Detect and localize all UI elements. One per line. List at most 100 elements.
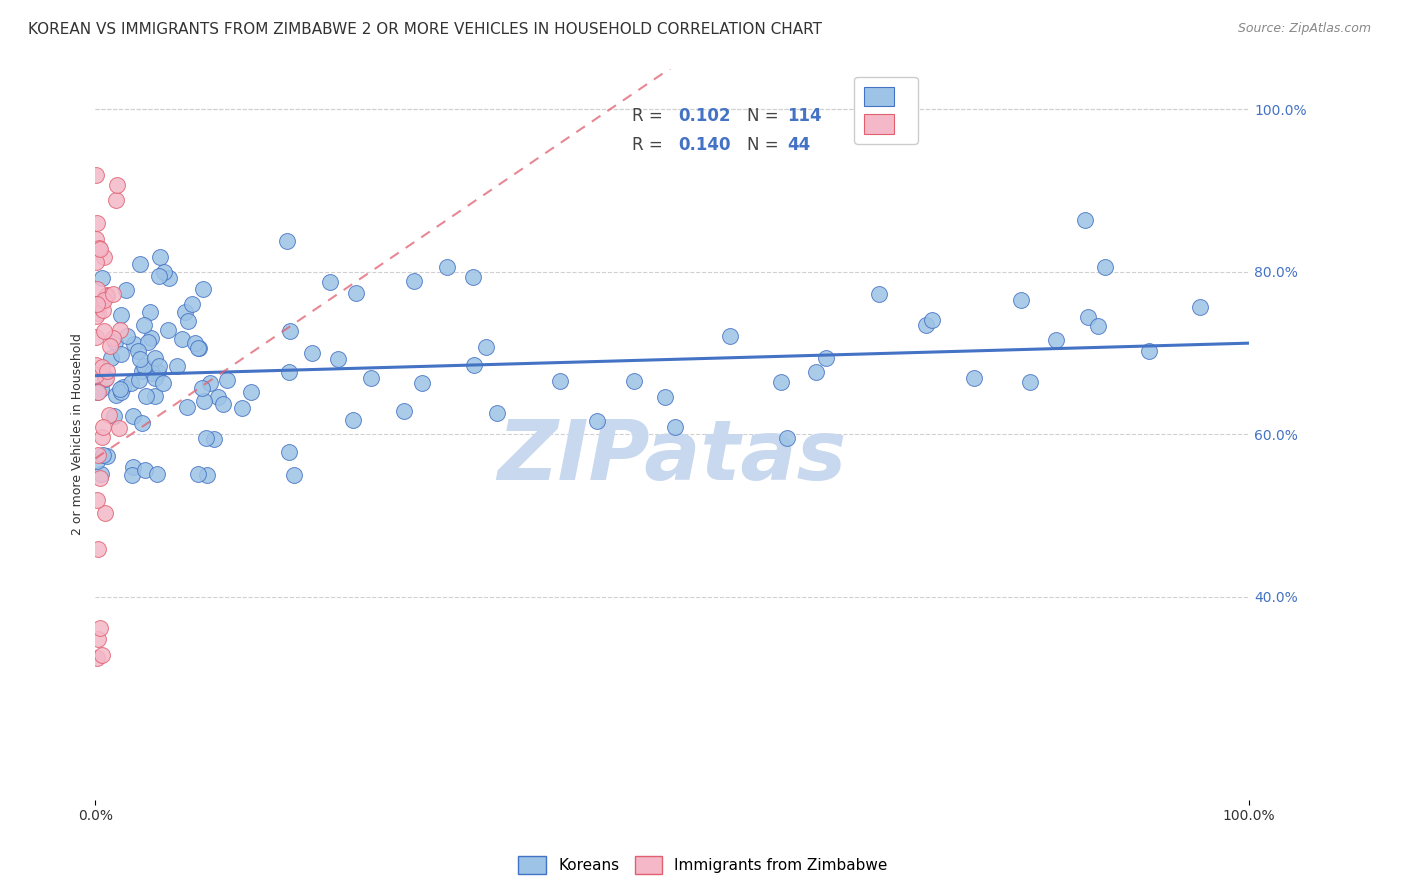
Point: [84, 309, 107, 323]
Point: [1137, 343, 1160, 358]
Text: R =: R =: [631, 107, 668, 125]
Point: [231, 401, 253, 415]
Point: [84, 330, 107, 344]
Point: [134, 463, 156, 477]
Point: [436, 260, 458, 274]
Point: [153, 265, 176, 279]
Point: [91, 449, 114, 463]
Point: [1094, 260, 1116, 274]
Point: [1077, 310, 1099, 324]
Point: [86, 493, 108, 508]
Point: [94, 506, 117, 520]
Point: [1087, 318, 1109, 333]
Point: [319, 276, 342, 290]
Point: [776, 431, 799, 445]
Point: [212, 397, 235, 411]
Point: [131, 417, 153, 431]
Point: [86, 296, 108, 310]
Text: R =: R =: [631, 136, 668, 154]
Point: [176, 400, 198, 414]
Point: [93, 293, 115, 307]
Point: [145, 371, 167, 385]
Point: [486, 406, 509, 420]
Point: [91, 302, 114, 317]
Point: [101, 330, 124, 344]
Point: [90, 430, 112, 444]
Point: [1010, 293, 1032, 308]
Point: [94, 371, 117, 385]
Point: [814, 351, 837, 366]
Point: [276, 234, 298, 248]
Point: [1045, 333, 1067, 347]
Point: [96, 288, 118, 302]
Point: [148, 268, 170, 283]
Point: [115, 329, 138, 343]
Text: N =: N =: [747, 107, 785, 125]
Point: [215, 373, 238, 387]
Point: [97, 408, 120, 422]
Point: [129, 352, 152, 367]
Point: [93, 324, 115, 338]
Point: [187, 467, 209, 481]
Point: [278, 324, 301, 338]
Point: [360, 371, 382, 385]
Point: [110, 385, 132, 400]
Legend: Koreans, Immigrants from Zimbabwe: Koreans, Immigrants from Zimbabwe: [512, 850, 894, 880]
Point: [84, 297, 107, 311]
Text: 114: 114: [787, 107, 823, 125]
Point: [159, 271, 181, 285]
Point: [93, 250, 115, 264]
Point: [96, 364, 118, 378]
Text: Source: ZipAtlas.com: Source: ZipAtlas.com: [1237, 22, 1371, 36]
Point: [239, 384, 262, 399]
Point: [463, 270, 485, 285]
Point: [104, 334, 127, 349]
Point: [962, 371, 984, 385]
Point: [86, 542, 108, 557]
Point: [148, 359, 170, 374]
Point: [207, 390, 229, 404]
Point: [90, 467, 112, 481]
Text: N =: N =: [747, 136, 785, 154]
Point: [586, 414, 609, 428]
Point: [84, 168, 107, 182]
Point: [623, 374, 645, 388]
Point: [84, 368, 107, 382]
Y-axis label: 2 or more Vehicles in Household: 2 or more Vehicles in Household: [72, 334, 84, 535]
Point: [283, 467, 305, 482]
Point: [188, 341, 211, 355]
Point: [101, 287, 124, 301]
Point: [278, 365, 301, 379]
Point: [135, 389, 157, 403]
Point: [804, 365, 827, 379]
Point: [202, 433, 225, 447]
Point: [769, 375, 792, 389]
Point: [94, 289, 117, 303]
Point: [152, 376, 174, 391]
Text: 0.102: 0.102: [678, 107, 731, 125]
Point: [86, 651, 108, 665]
Point: [86, 454, 108, 468]
Point: [110, 323, 132, 337]
Point: [463, 358, 485, 372]
Point: [127, 344, 149, 359]
Point: [122, 337, 145, 351]
Point: [278, 444, 301, 458]
Point: [139, 304, 162, 318]
Point: [392, 404, 415, 418]
Point: [868, 286, 890, 301]
Point: [110, 347, 132, 361]
Point: [128, 257, 150, 271]
Point: [103, 409, 125, 423]
Point: [84, 359, 107, 373]
Point: [718, 329, 741, 343]
Point: [342, 413, 364, 427]
Point: [1018, 375, 1040, 389]
Point: [173, 305, 195, 319]
Point: [91, 648, 114, 662]
Point: [1188, 300, 1211, 314]
Point: [143, 388, 166, 402]
Point: [1074, 212, 1097, 227]
Legend: , : ,: [855, 77, 918, 144]
Point: [411, 376, 433, 390]
